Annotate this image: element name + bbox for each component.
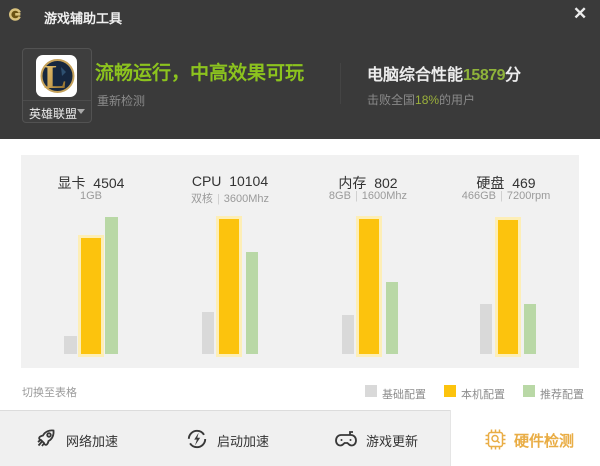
svg-text:L: L xyxy=(44,59,67,96)
